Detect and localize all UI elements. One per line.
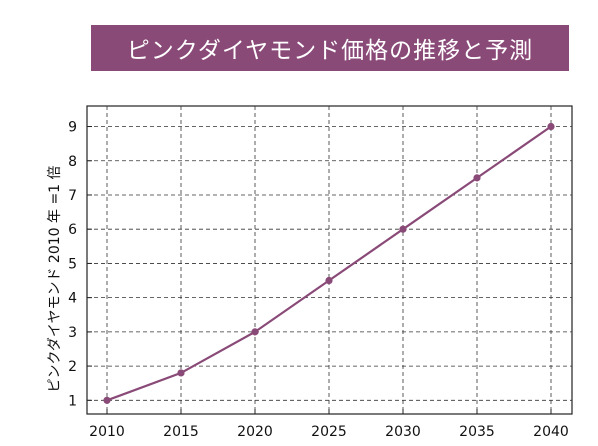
y-tick-label: 4 xyxy=(68,291,77,307)
x-tick-label: 2020 xyxy=(237,424,273,440)
data-point xyxy=(547,122,555,131)
series-group xyxy=(103,122,555,404)
data-point xyxy=(103,396,111,404)
y-tick-label: 7 xyxy=(68,188,77,204)
x-tick-label: 2010 xyxy=(89,424,125,440)
data-point xyxy=(325,276,333,285)
y-tick-label: 5 xyxy=(68,256,77,272)
y-tick-label: 3 xyxy=(68,325,77,341)
x-tick-label: 2015 xyxy=(163,424,199,440)
y-tick-label: 8 xyxy=(68,154,77,170)
y-axis-label: ピンクダイヤモンド 2010 年 =1 倍 xyxy=(47,165,63,393)
data-point xyxy=(399,225,407,233)
grid-lines xyxy=(87,106,572,414)
y-tick-label: 1 xyxy=(68,393,77,409)
data-point xyxy=(473,174,481,182)
data-point xyxy=(177,369,185,377)
x-tick-label: 2040 xyxy=(533,424,569,440)
y-tick-label: 6 xyxy=(68,222,77,238)
y-tick-label: 2 xyxy=(68,359,77,375)
x-tick-label: 2025 xyxy=(311,424,347,440)
x-tick-label: 2035 xyxy=(459,424,495,440)
axis-ticks: 2010 2015 2020 2025 2030 2035 2040 1 2 3 4 5 6 7 8 9 xyxy=(68,120,569,440)
chart-title: ピンクダイヤモンド価格の推移と予測 xyxy=(91,25,569,71)
data-point xyxy=(251,328,259,336)
plot-area xyxy=(86,105,573,415)
y-tick-label: 9 xyxy=(68,120,77,136)
x-tick-label: 2030 xyxy=(385,424,421,440)
